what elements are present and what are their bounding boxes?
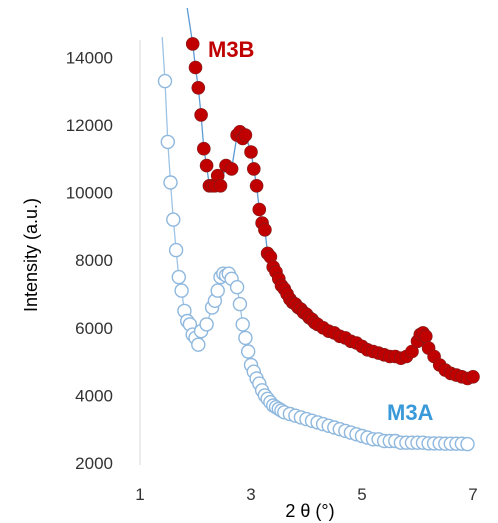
y-tick-label: 12000	[66, 116, 113, 135]
data-point-m3a	[160, 134, 176, 150]
y-tick-label: 4000	[75, 386, 113, 405]
y-tick-label: 10000	[66, 184, 113, 203]
data-point-m3b	[258, 223, 272, 237]
y-axis-title: Intensity (a.u.)	[21, 198, 41, 312]
data-point-m3b	[194, 108, 208, 122]
data-point-m3b	[247, 162, 261, 176]
data-point-m3a	[191, 337, 206, 352]
data-point-m3a	[166, 212, 181, 227]
data-point-m3a	[174, 283, 189, 298]
x-tick-label: 3	[246, 485, 255, 504]
series-label-m3a: M3A	[387, 400, 434, 425]
data-point-m3a	[235, 317, 250, 332]
data-point-m3b	[224, 162, 239, 176]
data-point-m3a	[238, 330, 253, 346]
series-label-m3b: M3B	[208, 37, 254, 62]
y-tick-label: 2000	[75, 454, 113, 473]
data-point-m3a	[460, 436, 475, 452]
data-point-m3a	[210, 283, 225, 298]
data-point-m3b	[238, 128, 253, 142]
x-axis-title: 2 θ (°)	[285, 501, 334, 521]
x-tick-labels: 1 3 5 7	[135, 485, 477, 504]
data-point-m3b	[188, 60, 203, 75]
data-point-m3b	[191, 81, 206, 95]
y-tick-label: 14000	[66, 48, 113, 67]
data-point-m3b	[249, 179, 264, 193]
data-point-m3b	[185, 37, 200, 51]
data-point-m3a	[232, 296, 248, 312]
series-line-m3a	[161, 37, 468, 445]
y-tick-label: 6000	[75, 319, 113, 338]
x-tick-label: 5	[357, 485, 366, 504]
data-point-m3a	[171, 269, 187, 285]
data-point-m3a	[229, 280, 245, 295]
data-point-m3b	[252, 202, 267, 217]
y-tick-labels: 2000 4000 6000 8000 10000 12000 14000	[66, 48, 113, 473]
series-line-m3b	[186, 7, 474, 380]
data-point-m3a	[199, 317, 214, 332]
data-point-m3a	[168, 242, 184, 258]
series-markers	[157, 37, 480, 452]
x-tick-label: 7	[468, 485, 477, 504]
y-tick-label: 8000	[75, 251, 113, 270]
data-point-m3b	[244, 145, 258, 159]
data-point-m3b	[418, 329, 433, 344]
data-point-m3a	[163, 175, 178, 190]
data-point-m3a	[240, 344, 256, 359]
x-tick-label: 1	[135, 485, 144, 504]
data-point-m3b	[197, 141, 211, 156]
data-point-m3b	[466, 369, 480, 384]
series-lines	[161, 7, 474, 445]
data-point-m3a	[157, 73, 173, 89]
data-point-m3b	[199, 158, 214, 173]
data-point-m3b	[213, 179, 228, 193]
